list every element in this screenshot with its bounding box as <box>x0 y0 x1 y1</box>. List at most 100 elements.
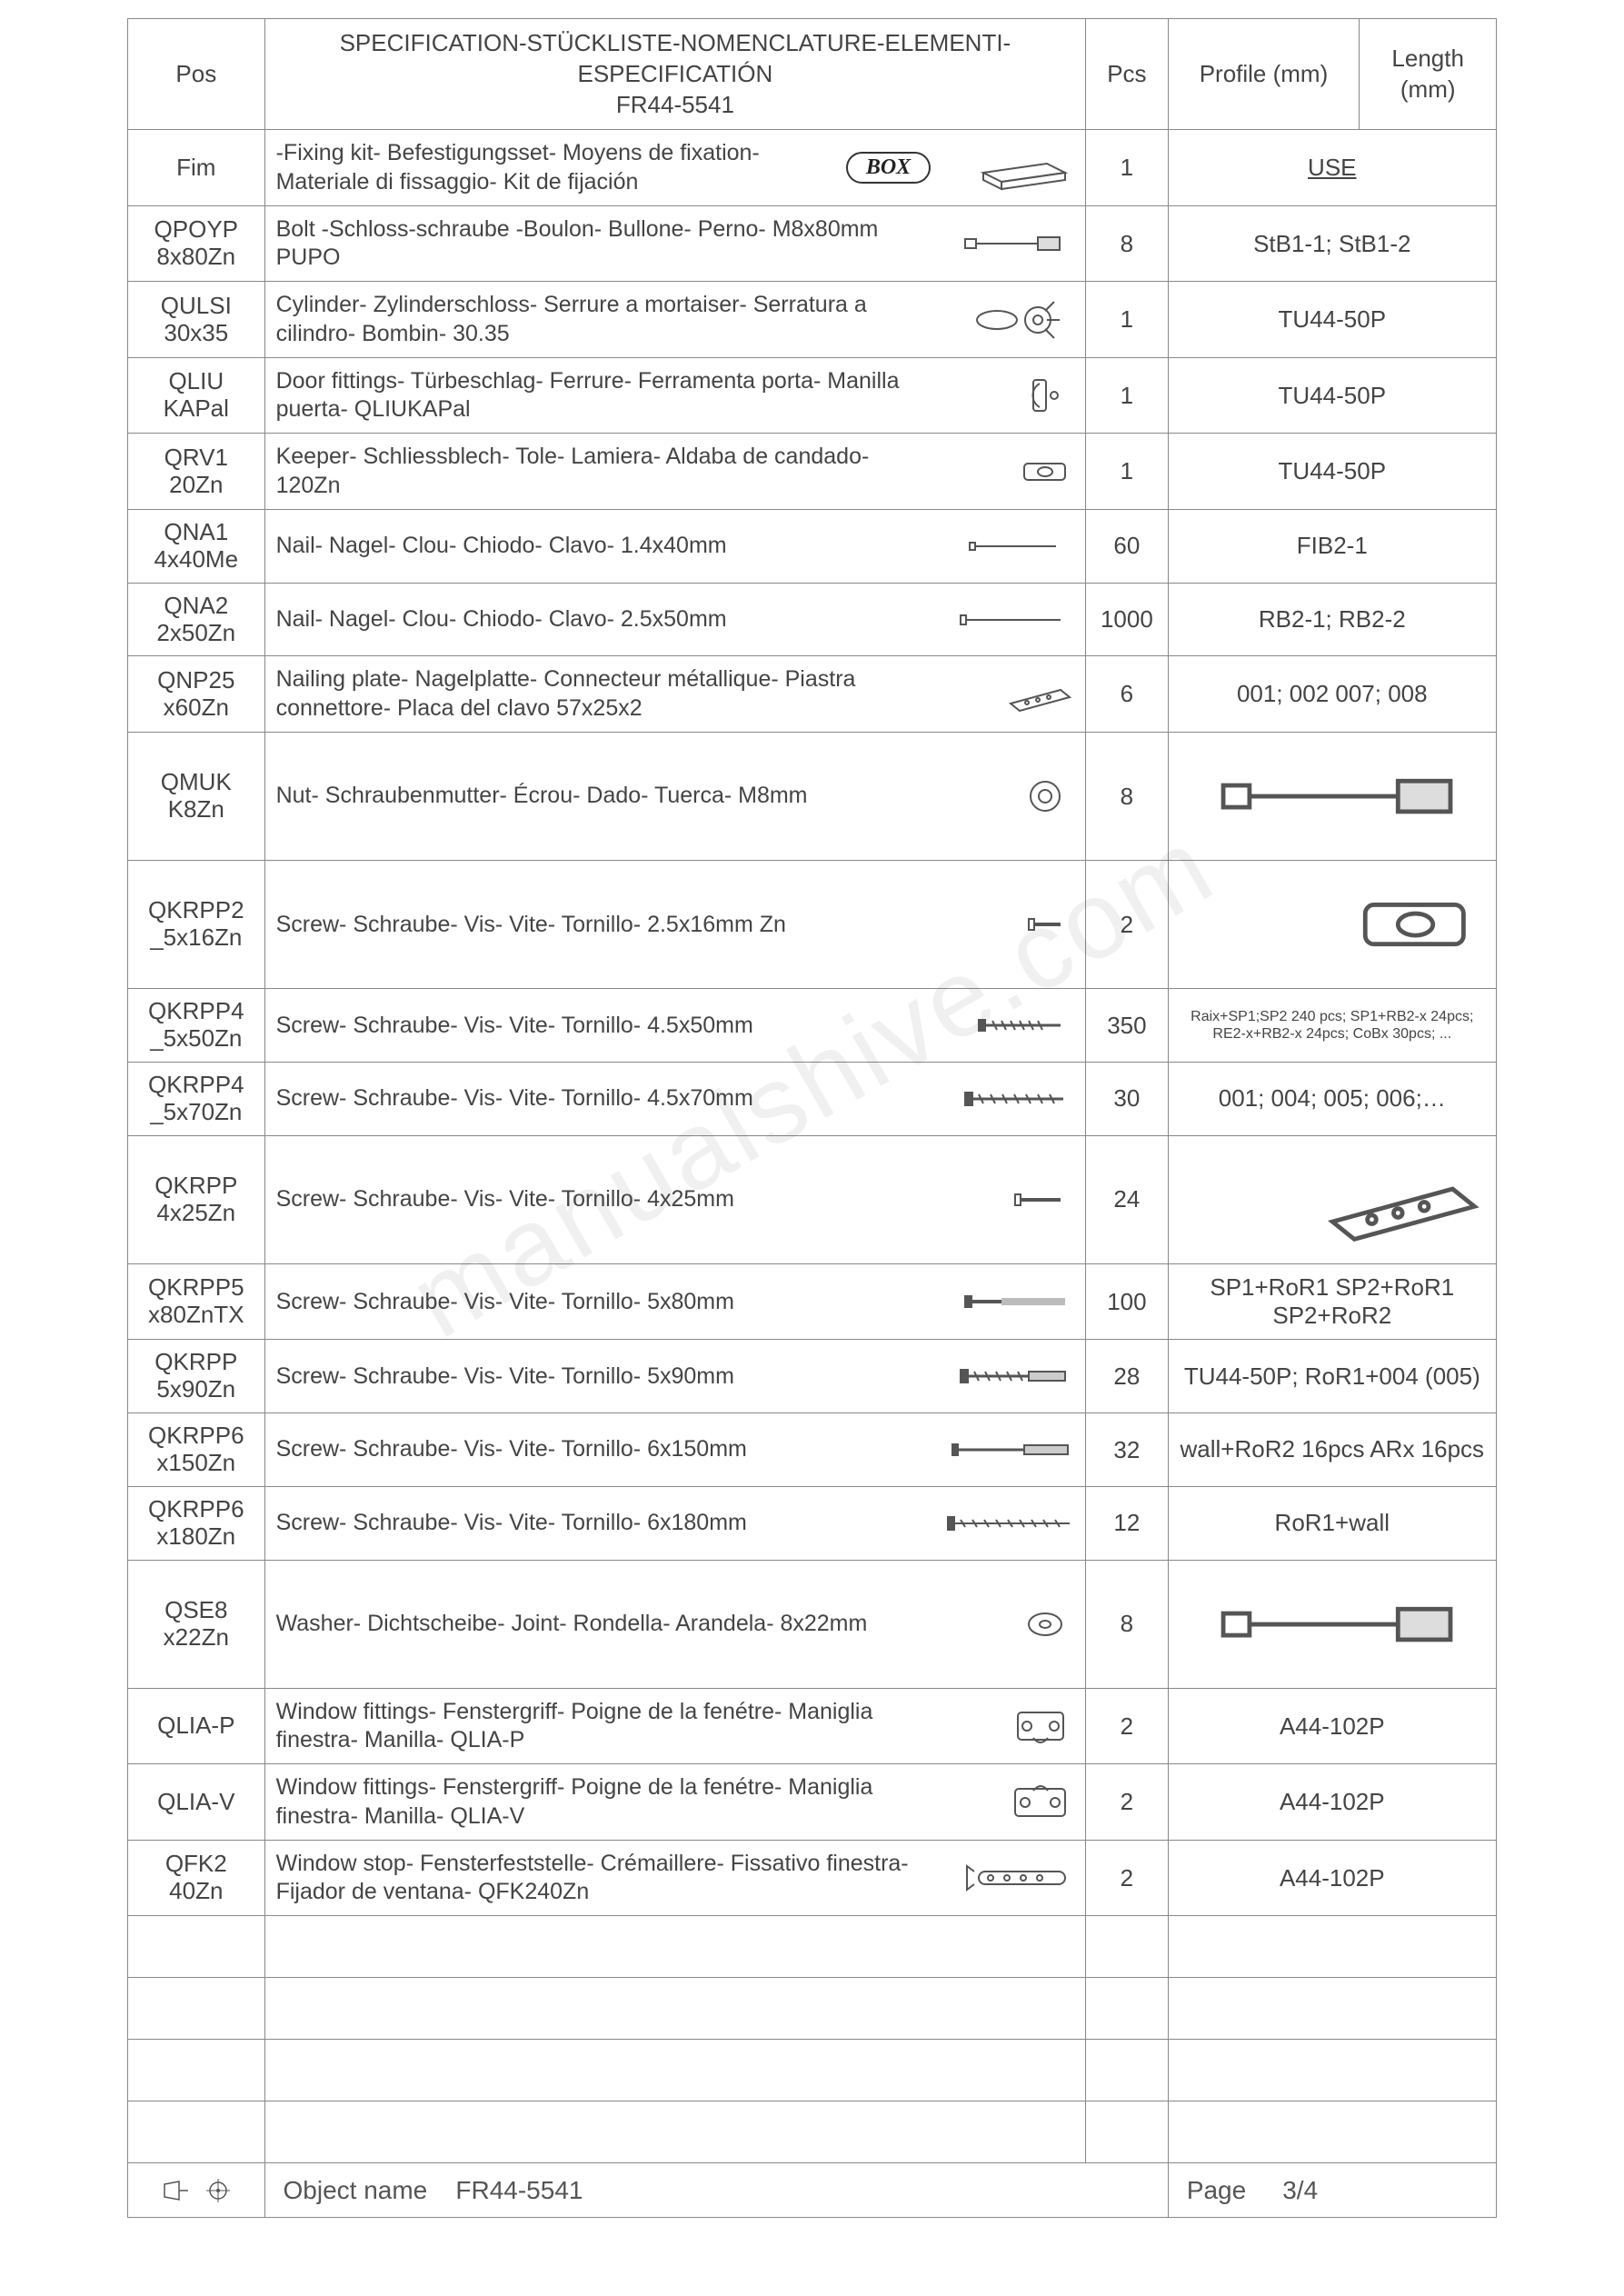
footer-object-label: Object name <box>284 2176 428 2204</box>
description-text: Screw- Schraube- Vis- Vite- Tornillo- 2.… <box>276 911 932 939</box>
empty-cell <box>264 2101 1086 2163</box>
table-row: QLIU KAPalDoor fittings- Türbeschlag- Fe… <box>128 357 1497 434</box>
cell-pcs: 100 <box>1086 1263 1168 1339</box>
cell-pcs: 12 <box>1086 1486 1168 1560</box>
empty-cell <box>1086 1978 1168 2040</box>
cell-profile: TU44-50P <box>1168 434 1496 510</box>
description-text: Keeper- Schliessblech- Tole- Lamiera- Al… <box>276 443 932 500</box>
cell-profile: Raix+SP1;SP2 240 pcs; SP1+RB2-x 24pcs; R… <box>1168 989 1496 1063</box>
cell-pcs: 1 <box>1086 434 1168 510</box>
cell-description: Window fittings- Fenstergriff- Poigne de… <box>264 1688 1086 1764</box>
description-text: Washer- Dichtscheibe- Joint- Rondella- A… <box>276 1610 932 1638</box>
table-row: QLIA-VWindow fittings- Fenstergriff- Poi… <box>128 1764 1497 1841</box>
winP-icon <box>947 1703 1074 1749</box>
cell-pcs: 6 <box>1086 656 1168 733</box>
cell-profile <box>1168 1560 1496 1688</box>
empty-cell <box>1086 2101 1168 2163</box>
cell-profile: TU44-50P; RoR1+004 (005) <box>1168 1340 1496 1413</box>
header-pcs: Pcs <box>1086 19 1168 130</box>
cell-description: Screw- Schraube- Vis- Vite- Tornillo- 2.… <box>264 861 1086 989</box>
box-icon <box>947 145 1074 191</box>
empty-cell <box>1168 1978 1496 2040</box>
cell-pos: QKRPP4 _5x70Zn <box>128 1063 265 1136</box>
cell-pos: QNP25 x60Zn <box>128 656 265 733</box>
cell-pcs: 60 <box>1086 509 1168 583</box>
table-row-empty <box>128 1916 1497 1978</box>
footer-bar: Object name FR44-5541 Page 3/4 <box>127 2163 1497 2218</box>
bolt-icon <box>947 221 1074 266</box>
table-row: Fim-Fixing kit- Befestigungsset- Moyens … <box>128 130 1497 206</box>
cylinder-icon <box>947 297 1074 343</box>
footer-symbols <box>128 2163 265 2217</box>
description-text: Nailing plate- Nagelplatte- Connecteur m… <box>276 665 932 723</box>
cell-description: Door fittings- Türbeschlag- Ferrure- Fer… <box>264 357 1086 434</box>
empty-cell <box>128 2101 265 2163</box>
cell-profile: A44-102P <box>1168 1688 1496 1764</box>
cell-pos: QNA1 4x40Me <box>128 509 265 583</box>
description-text: Screw- Schraube- Vis- Vite- Tornillo- 6x… <box>276 1509 932 1537</box>
table-row: QRV1 20ZnKeeper- Schliessblech- Tole- La… <box>128 434 1497 510</box>
specification-table: Pos SPECIFICATION-STÜCKLISTE-NOMENCLATUR… <box>127 18 1497 2163</box>
cell-description: Nut- Schraubenmutter- Écrou- Dado- Tuerc… <box>264 732 1086 860</box>
footer-page-label: Page <box>1187 2176 1246 2205</box>
cell-description: Washer- Dichtscheibe- Joint- Rondella- A… <box>264 1560 1086 1688</box>
cell-description: Screw- Schraube- Vis- Vite- Tornillo- 6x… <box>264 1413 1086 1487</box>
empty-cell <box>264 1978 1086 2040</box>
cell-pcs: 1 <box>1086 130 1168 206</box>
cell-pcs: 28 <box>1086 1340 1168 1413</box>
cell-profile: StB1-1; StB1-2 <box>1168 205 1496 282</box>
cell-description: Screw- Schraube- Vis- Vite- Tornillo- 5x… <box>264 1263 1086 1339</box>
cell-profile: 001; 004; 005; 006;… <box>1168 1063 1496 1136</box>
cell-profile: RB2-1; RB2-2 <box>1168 583 1496 656</box>
cell-pos: QULSI 30x35 <box>128 282 265 358</box>
cell-pos: QKRPP 5x90Zn <box>128 1340 265 1413</box>
cell-profile: TU44-50P <box>1168 357 1496 434</box>
cell-description: Screw- Schraube- Vis- Vite- Tornillo- 5x… <box>264 1340 1086 1413</box>
keeper-icon <box>947 449 1074 494</box>
cell-description: Screw- Schraube- Vis- Vite- Tornillo- 4.… <box>264 1063 1086 1136</box>
header-spec: SPECIFICATION-STÜCKLISTE-NOMENCLATURE-EL… <box>264 19 1086 130</box>
nail2-icon <box>947 597 1074 643</box>
footer-object-value: FR44-5541 <box>455 2176 583 2204</box>
cell-description: Keeper- Schliessblech- Tole- Lamiera- Al… <box>264 434 1086 510</box>
table-row: QLIA-PWindow fittings- Fenstergriff- Poi… <box>128 1688 1497 1764</box>
cell-pos: QKRPP5 x80ZnTX <box>128 1263 265 1339</box>
plate-icon <box>947 672 1074 717</box>
cell-profile: USE <box>1168 130 1496 206</box>
cell-pcs: 2 <box>1086 861 1168 989</box>
doorfit-icon <box>947 373 1074 418</box>
table-row: QKRPP4 _5x70ZnScrew- Schraube- Vis- Vite… <box>128 1063 1497 1136</box>
screw90-icon <box>947 1353 1074 1399</box>
table-row: QKRPP6 x150ZnScrew- Schraube- Vis- Vite-… <box>128 1413 1497 1487</box>
screw180-icon <box>947 1501 1074 1546</box>
description-text: -Fixing kit- Befestigungsset- Moyens de … <box>276 139 830 196</box>
description-text: Nail- Nagel- Clou- Chiodo- Clavo- 1.4x40… <box>276 532 932 560</box>
cell-pcs: 32 <box>1086 1413 1168 1487</box>
cell-description: Cylinder- Zylinderschloss- Serrure a mor… <box>264 282 1086 358</box>
screw80-icon <box>947 1279 1074 1324</box>
bolt-icon <box>1180 1570 1485 1679</box>
keeper-icon <box>1180 870 1485 979</box>
footer-page: Page 3/4 <box>1168 2163 1496 2217</box>
cell-profile: FIB2-1 <box>1168 509 1496 583</box>
description-text: Window fittings- Fenstergriff- Poigne de… <box>276 1773 932 1831</box>
empty-cell <box>128 1978 265 2040</box>
header-length: Length (mm) <box>1360 19 1497 130</box>
description-text: Window fittings- Fenstergriff- Poigne de… <box>276 1698 932 1755</box>
table-row: QKRPP 5x90Zn Screw- Schraube- Vis- Vite- … <box>128 1340 1497 1413</box>
cell-pos: QLIA-V <box>128 1764 265 1841</box>
cell-pcs: 2 <box>1086 1688 1168 1764</box>
table-row: QMUK K8ZnNut- Schraubenmutter- Écrou- Da… <box>128 732 1497 860</box>
table-row: QULSI 30x35Cylinder- Zylinderschloss- Se… <box>128 282 1497 358</box>
table-row: QKRPP2 _5x16ZnScrew- Schraube- Vis- Vite… <box>128 861 1497 989</box>
cell-pos: QKRPP4 _5x50Zn <box>128 989 265 1063</box>
table-row: QKRPP4 _5x50ZnScrew- Schraube- Vis- Vite… <box>128 989 1497 1063</box>
cell-description: Nail- Nagel- Clou- Chiodo- Clavo- 2.5x50… <box>264 583 1086 656</box>
empty-cell <box>1086 2040 1168 2101</box>
cell-pos: QFK2 40Zn <box>128 1840 265 1916</box>
cell-pcs: 1 <box>1086 282 1168 358</box>
description-text: Nail- Nagel- Clou- Chiodo- Clavo- 2.5x50… <box>276 605 932 634</box>
cell-profile <box>1168 732 1496 860</box>
cell-pcs: 2 <box>1086 1764 1168 1841</box>
description-text: Screw- Schraube- Vis- Vite- Tornillo- 5x… <box>276 1363 932 1391</box>
